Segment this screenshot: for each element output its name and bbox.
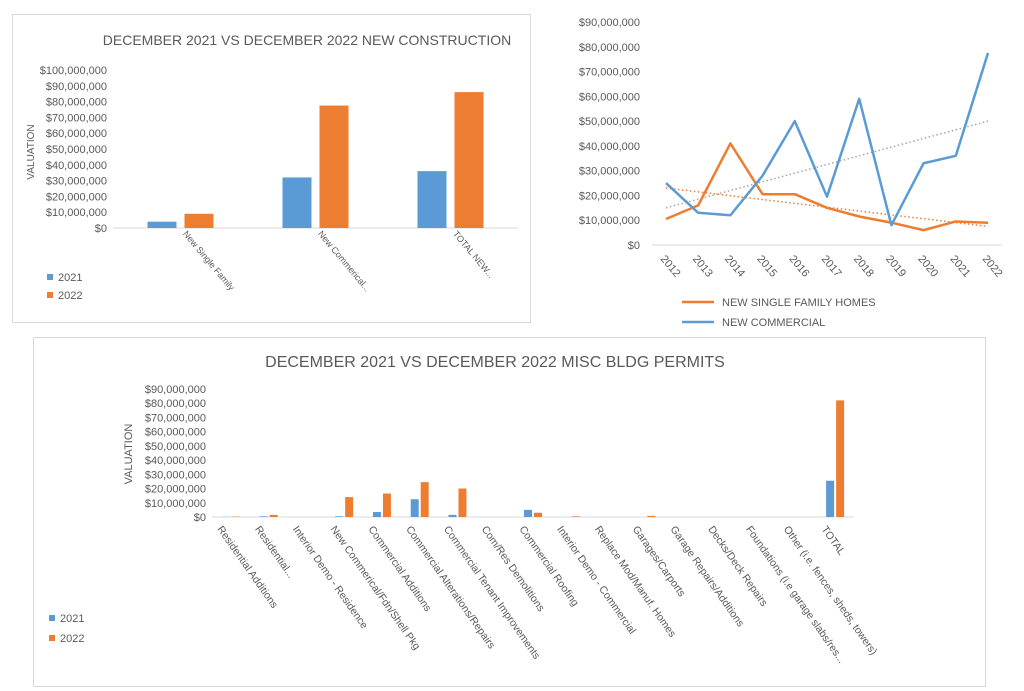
- y-tick-label: $80,000,000: [145, 398, 206, 410]
- bar-2021: [148, 222, 177, 228]
- x-tick-label: TOTAL: [819, 524, 848, 558]
- bar-2022: [647, 516, 655, 517]
- legend-label: 2022: [60, 633, 84, 645]
- bar-2021: [373, 512, 381, 517]
- y-tick-label: $30,000,000: [46, 176, 107, 188]
- x-tick-label: 2017: [819, 253, 844, 279]
- y-tick-label: $10,000,000: [579, 215, 640, 227]
- bar-2022: [455, 92, 484, 228]
- y-tick-label: $100,000,000: [40, 65, 107, 77]
- x-tick-label: TOTAL NEW...: [451, 229, 496, 280]
- bar-2021: [283, 177, 312, 228]
- x-tick-label: New Single Family: [181, 229, 237, 293]
- y-tick-label: $20,000,000: [46, 191, 107, 203]
- bar-2022: [572, 516, 580, 517]
- legend-label: 2021: [58, 272, 82, 284]
- y-tick-label: $80,000,000: [579, 42, 640, 54]
- y-tick-label: $50,000,000: [145, 441, 206, 453]
- bar-2022: [345, 497, 353, 517]
- y-tick-label: $90,000,000: [579, 17, 640, 29]
- y-tick-label: $50,000,000: [579, 116, 640, 128]
- y-tick-label: $10,000,000: [46, 207, 107, 219]
- y-tick-label: $0: [194, 512, 206, 524]
- y-tick-label: $40,000,000: [46, 160, 107, 172]
- y-tick-label: $70,000,000: [46, 112, 107, 124]
- legend-swatch-2022: [49, 635, 55, 641]
- bar-2022: [270, 515, 278, 517]
- y-tick-label: $60,000,000: [46, 128, 107, 140]
- series-line-1: [666, 53, 988, 225]
- y-tick-label: $30,000,000: [579, 166, 640, 178]
- x-tick-label: 2013: [690, 253, 715, 279]
- bar-2022: [458, 489, 466, 517]
- y-tick-label: $70,000,000: [145, 412, 206, 424]
- legend-label: NEW SINGLE FAMILY HOMES: [722, 297, 876, 309]
- legend-label: NEW COMMERCIAL: [722, 317, 825, 329]
- y-tick-label: $30,000,000: [145, 469, 206, 481]
- x-tick-label: 2014: [722, 253, 747, 279]
- misc-permits-panel: DECEMBER 2021 VS DECEMBER 2022 MISC BLDG…: [33, 337, 986, 687]
- chart-title: DECEMBER 2021 VS DECEMBER 2022 NEW CONST…: [103, 32, 511, 48]
- y-tick-label: $0: [628, 240, 640, 252]
- y-tick-label: $80,000,000: [46, 97, 107, 109]
- bar-2022: [185, 214, 214, 228]
- series-line-0: [666, 143, 988, 230]
- x-tick-label: 2020: [915, 253, 940, 279]
- y-tick-label: $20,000,000: [145, 484, 206, 496]
- x-tick-label: 2016: [787, 253, 812, 279]
- x-tick-label: New Commerical...: [316, 229, 373, 294]
- misc-permits-chart: DECEMBER 2021 VS DECEMBER 2022 MISC BLDG…: [34, 338, 985, 686]
- legend-swatch-2021: [49, 615, 55, 621]
- bar-2021: [335, 516, 343, 517]
- y-tick-label: $70,000,000: [579, 67, 640, 79]
- bar-2021: [260, 516, 268, 517]
- bar-2022: [836, 400, 844, 517]
- x-tick-label: 2015: [754, 253, 779, 279]
- y-tick-label: $50,000,000: [46, 144, 107, 156]
- y-tick-label: $0: [95, 223, 107, 235]
- y-tick-label: $10,000,000: [145, 498, 206, 510]
- y-tick-label: $90,000,000: [145, 384, 206, 396]
- new-construction-panel: DECEMBER 2021 VS DECEMBER 2022 NEW CONST…: [12, 14, 531, 323]
- bar-2022: [383, 494, 391, 517]
- bar-2022: [320, 106, 349, 228]
- x-tick-label: 2022: [980, 253, 1005, 279]
- y-tick-label: $20,000,000: [579, 190, 640, 202]
- bar-2021: [524, 510, 532, 517]
- x-tick-label: Interior Demo - Residence: [290, 524, 370, 631]
- y-tick-label: $40,000,000: [145, 455, 206, 467]
- legend-swatch-2021: [47, 274, 53, 280]
- bar-2021: [411, 499, 419, 517]
- x-tick-label: Garage Repairs/Additions: [668, 524, 747, 629]
- bar-2022: [534, 513, 542, 517]
- y-tick-label: $60,000,000: [145, 427, 206, 439]
- bar-2021: [826, 481, 834, 517]
- x-tick-label: 2021: [948, 253, 973, 279]
- x-tick-label: 2018: [851, 253, 876, 279]
- legend-swatch-2022: [47, 292, 53, 298]
- bar-2021: [448, 515, 456, 517]
- new-construction-chart: DECEMBER 2021 VS DECEMBER 2022 NEW CONST…: [13, 15, 530, 322]
- x-tick-label: 2012: [658, 253, 683, 279]
- trend-line-panel: $0 $10,000,000 $20,000,000 $30,000,000 $40,0…: [532, 8, 1016, 343]
- trend-line-chart: $0 $10,000,000 $20,000,000 $30,000,000 $40,0…: [532, 8, 1016, 343]
- y-tick-label: $40,000,000: [579, 141, 640, 153]
- bar-2022: [421, 482, 429, 517]
- y-axis-label: VALUATION: [26, 124, 37, 179]
- bar-2021: [418, 171, 447, 228]
- chart-title: DECEMBER 2021 VS DECEMBER 2022 MISC BLDG…: [265, 354, 725, 371]
- legend-label: 2021: [60, 613, 84, 625]
- y-axis-label: VALUATION: [123, 424, 135, 485]
- y-tick-label: $90,000,000: [46, 81, 107, 93]
- legend-label: 2022: [58, 290, 82, 302]
- y-tick-label: $60,000,000: [579, 91, 640, 103]
- x-tick-label: 2019: [883, 253, 908, 279]
